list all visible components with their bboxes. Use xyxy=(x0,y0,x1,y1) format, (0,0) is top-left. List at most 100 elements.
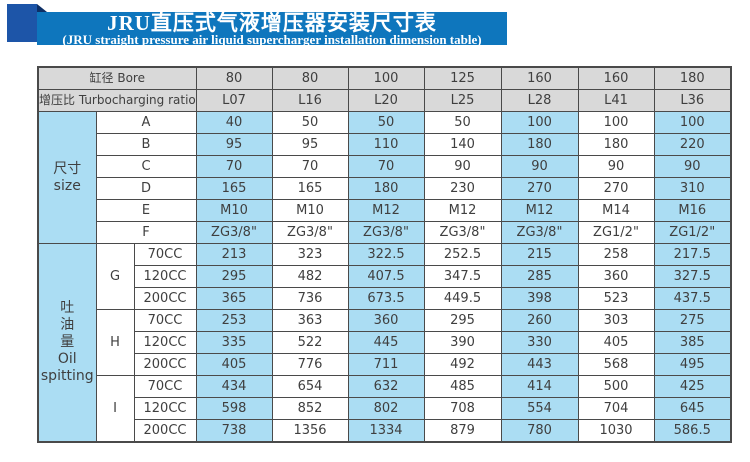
dimension-value-cell: M12 xyxy=(423,199,502,222)
dimension-value-cell: 230 xyxy=(423,177,502,200)
dimension-value-cell: 90 xyxy=(500,155,579,178)
dimension-value-cell: 50 xyxy=(423,111,502,134)
header-value-cell: 80 xyxy=(195,66,273,90)
dimension-table: 缸径 Bore 80 80 100 125 160 160 180 增压比 Turbocharg… xyxy=(37,66,732,443)
table-row: 吐油量 Oil spitting G 70CC 213 323 322.5 252.5 215 25… xyxy=(37,243,732,443)
oil-value-cell: 285 xyxy=(500,265,579,288)
oil-value-cell: 776 xyxy=(271,353,349,376)
oil-value-cell: 295 xyxy=(195,265,273,288)
oil-value-cell: 252.5 xyxy=(423,243,502,266)
dimension-value-cell: M10 xyxy=(271,199,349,222)
oil-value-cell: 704 xyxy=(577,397,655,420)
oil-value-cell: 335 xyxy=(195,331,273,354)
oil-value-cell: 522 xyxy=(271,331,349,354)
group-label-line: Oil xyxy=(57,351,77,367)
group-label-line: 油 xyxy=(60,317,75,333)
header-value-cell: L25 xyxy=(423,89,502,112)
dimension-value-cell: M10 xyxy=(195,199,273,222)
page-title-zh: JRU直压式气液增压器安装尺寸表 xyxy=(107,11,437,35)
table-row: B 95 95 110 140 180 180 220 xyxy=(38,133,732,156)
dimension-value-cell: ZG3/8" xyxy=(423,221,502,244)
dimension-letter-cell: F xyxy=(95,221,197,244)
oil-value-cell: 253 xyxy=(195,309,273,332)
oil-value-cell: 407.5 xyxy=(347,265,425,288)
group-label-line: 量 xyxy=(60,334,75,350)
capacity-cell: 200CC xyxy=(133,353,197,376)
oil-value-cell: 598 xyxy=(195,397,273,420)
header-value-cell: 160 xyxy=(577,66,655,90)
dimension-value-cell: 165 xyxy=(271,177,349,200)
table-row: 120CC 295 482 407.5 347.5 285 360 327.5 xyxy=(38,265,732,288)
oil-subgroup-cell: H xyxy=(95,309,135,376)
oil-value-cell: 437.5 xyxy=(653,287,732,310)
dimension-value-cell: M14 xyxy=(577,199,655,222)
dimension-value-cell: 50 xyxy=(347,111,425,134)
dimension-value-cell: 180 xyxy=(577,133,655,156)
dimension-value-cell: 100 xyxy=(577,111,655,134)
table-row: 缸径 Bore 80 80 100 125 160 160 180 xyxy=(37,66,732,90)
header-value-cell: L28 xyxy=(500,89,579,112)
table-row: D 165 165 180 230 270 270 310 xyxy=(38,177,732,200)
dimension-value-cell: M12 xyxy=(347,199,425,222)
header-value-cell: L16 xyxy=(271,89,349,112)
dimension-value-cell: 220 xyxy=(653,133,732,156)
header-value-cell: L41 xyxy=(577,89,655,112)
oil-value-cell: 485 xyxy=(423,375,502,398)
table-row: 200CC 405 776 711 492 443 568 495 xyxy=(38,353,732,376)
oil-value-cell: 495 xyxy=(653,353,732,376)
dimension-value-cell: ZG1/2" xyxy=(653,221,732,244)
table-row: 120CC 335 522 445 390 330 405 385 xyxy=(38,331,732,354)
table-row: 尺寸 size A 40 50 50 50 100 100 100 xyxy=(37,111,732,244)
table-row: C 70 70 70 90 90 90 90 xyxy=(38,155,732,178)
oil-value-cell: 360 xyxy=(577,265,655,288)
size-group-cell: 尺寸 size xyxy=(37,111,97,244)
oil-value-cell: 260 xyxy=(500,309,579,332)
table-row: F ZG3/8" ZG3/8" ZG3/8" ZG3/8" ZG3/8" ZG1/2" ZG1… xyxy=(38,221,732,244)
oil-value-cell: 405 xyxy=(577,331,655,354)
oil-value-cell: 554 xyxy=(500,397,579,420)
dimension-value-cell: ZG3/8" xyxy=(271,221,349,244)
oil-value-cell: 258 xyxy=(577,243,655,266)
oil-value-cell: 673.5 xyxy=(347,287,425,310)
header-value-cell: 100 xyxy=(347,66,425,90)
capacity-cell: 200CC xyxy=(133,419,197,443)
table-row: 200CC 738 1356 1334 879 780 1030 586.5 xyxy=(38,419,732,443)
dimension-value-cell: 50 xyxy=(271,111,349,134)
oil-value-cell: 360 xyxy=(347,309,425,332)
oil-value-cell: 879 xyxy=(423,419,502,443)
capacity-cell: 70CC xyxy=(133,243,197,266)
capacity-cell: 70CC xyxy=(133,309,197,332)
oil-value-cell: 385 xyxy=(653,331,732,354)
oil-value-cell: 390 xyxy=(423,331,502,354)
capacity-cell: 120CC xyxy=(133,397,197,420)
capacity-cell: 200CC xyxy=(133,287,197,310)
dimension-value-cell: 140 xyxy=(423,133,502,156)
dimension-letter-cell: D xyxy=(95,177,197,200)
table-row: H 70CC 253 363 360 295 260 303 275 xyxy=(38,309,732,376)
dimension-value-cell: ZG1/2" xyxy=(577,221,655,244)
oil-value-cell: 523 xyxy=(577,287,655,310)
oil-value-cell: 500 xyxy=(577,375,655,398)
dimension-table-body: 缸径 Bore 80 80 100 125 160 160 180 增压比 Turbocharg… xyxy=(37,66,732,443)
oil-value-cell: 365 xyxy=(195,287,273,310)
group-label-line: spitting xyxy=(40,368,94,384)
oil-value-cell: 632 xyxy=(347,375,425,398)
header-value-cell: 80 xyxy=(271,66,349,90)
dimension-value-cell: 165 xyxy=(195,177,273,200)
group-label-line: 尺寸 xyxy=(53,160,82,177)
table-row: 200CC 365 736 673.5 449.5 398 523 437.5 xyxy=(38,287,732,310)
oil-value-cell: 654 xyxy=(271,375,349,398)
dimension-value-cell: 95 xyxy=(271,133,349,156)
group-label-line: 吐 xyxy=(60,300,75,316)
dimension-value-cell: 70 xyxy=(271,155,349,178)
dimension-value-cell: M16 xyxy=(653,199,732,222)
oil-value-cell: 1356 xyxy=(271,419,349,443)
dimension-value-cell: ZG3/8" xyxy=(500,221,579,244)
oil-spitting-group-cell: 吐油量 Oil spitting xyxy=(37,243,97,443)
oil-value-cell: 322.5 xyxy=(347,243,425,266)
dimension-value-cell: 180 xyxy=(500,133,579,156)
oil-value-cell: 852 xyxy=(271,397,349,420)
table-row: 增压比 Turbocharging ratio L07 L16 L20 L25 L28 L4… xyxy=(37,89,732,112)
banner-ribbon-fold-icon xyxy=(37,4,47,12)
capacity-cell: 120CC xyxy=(133,265,197,288)
